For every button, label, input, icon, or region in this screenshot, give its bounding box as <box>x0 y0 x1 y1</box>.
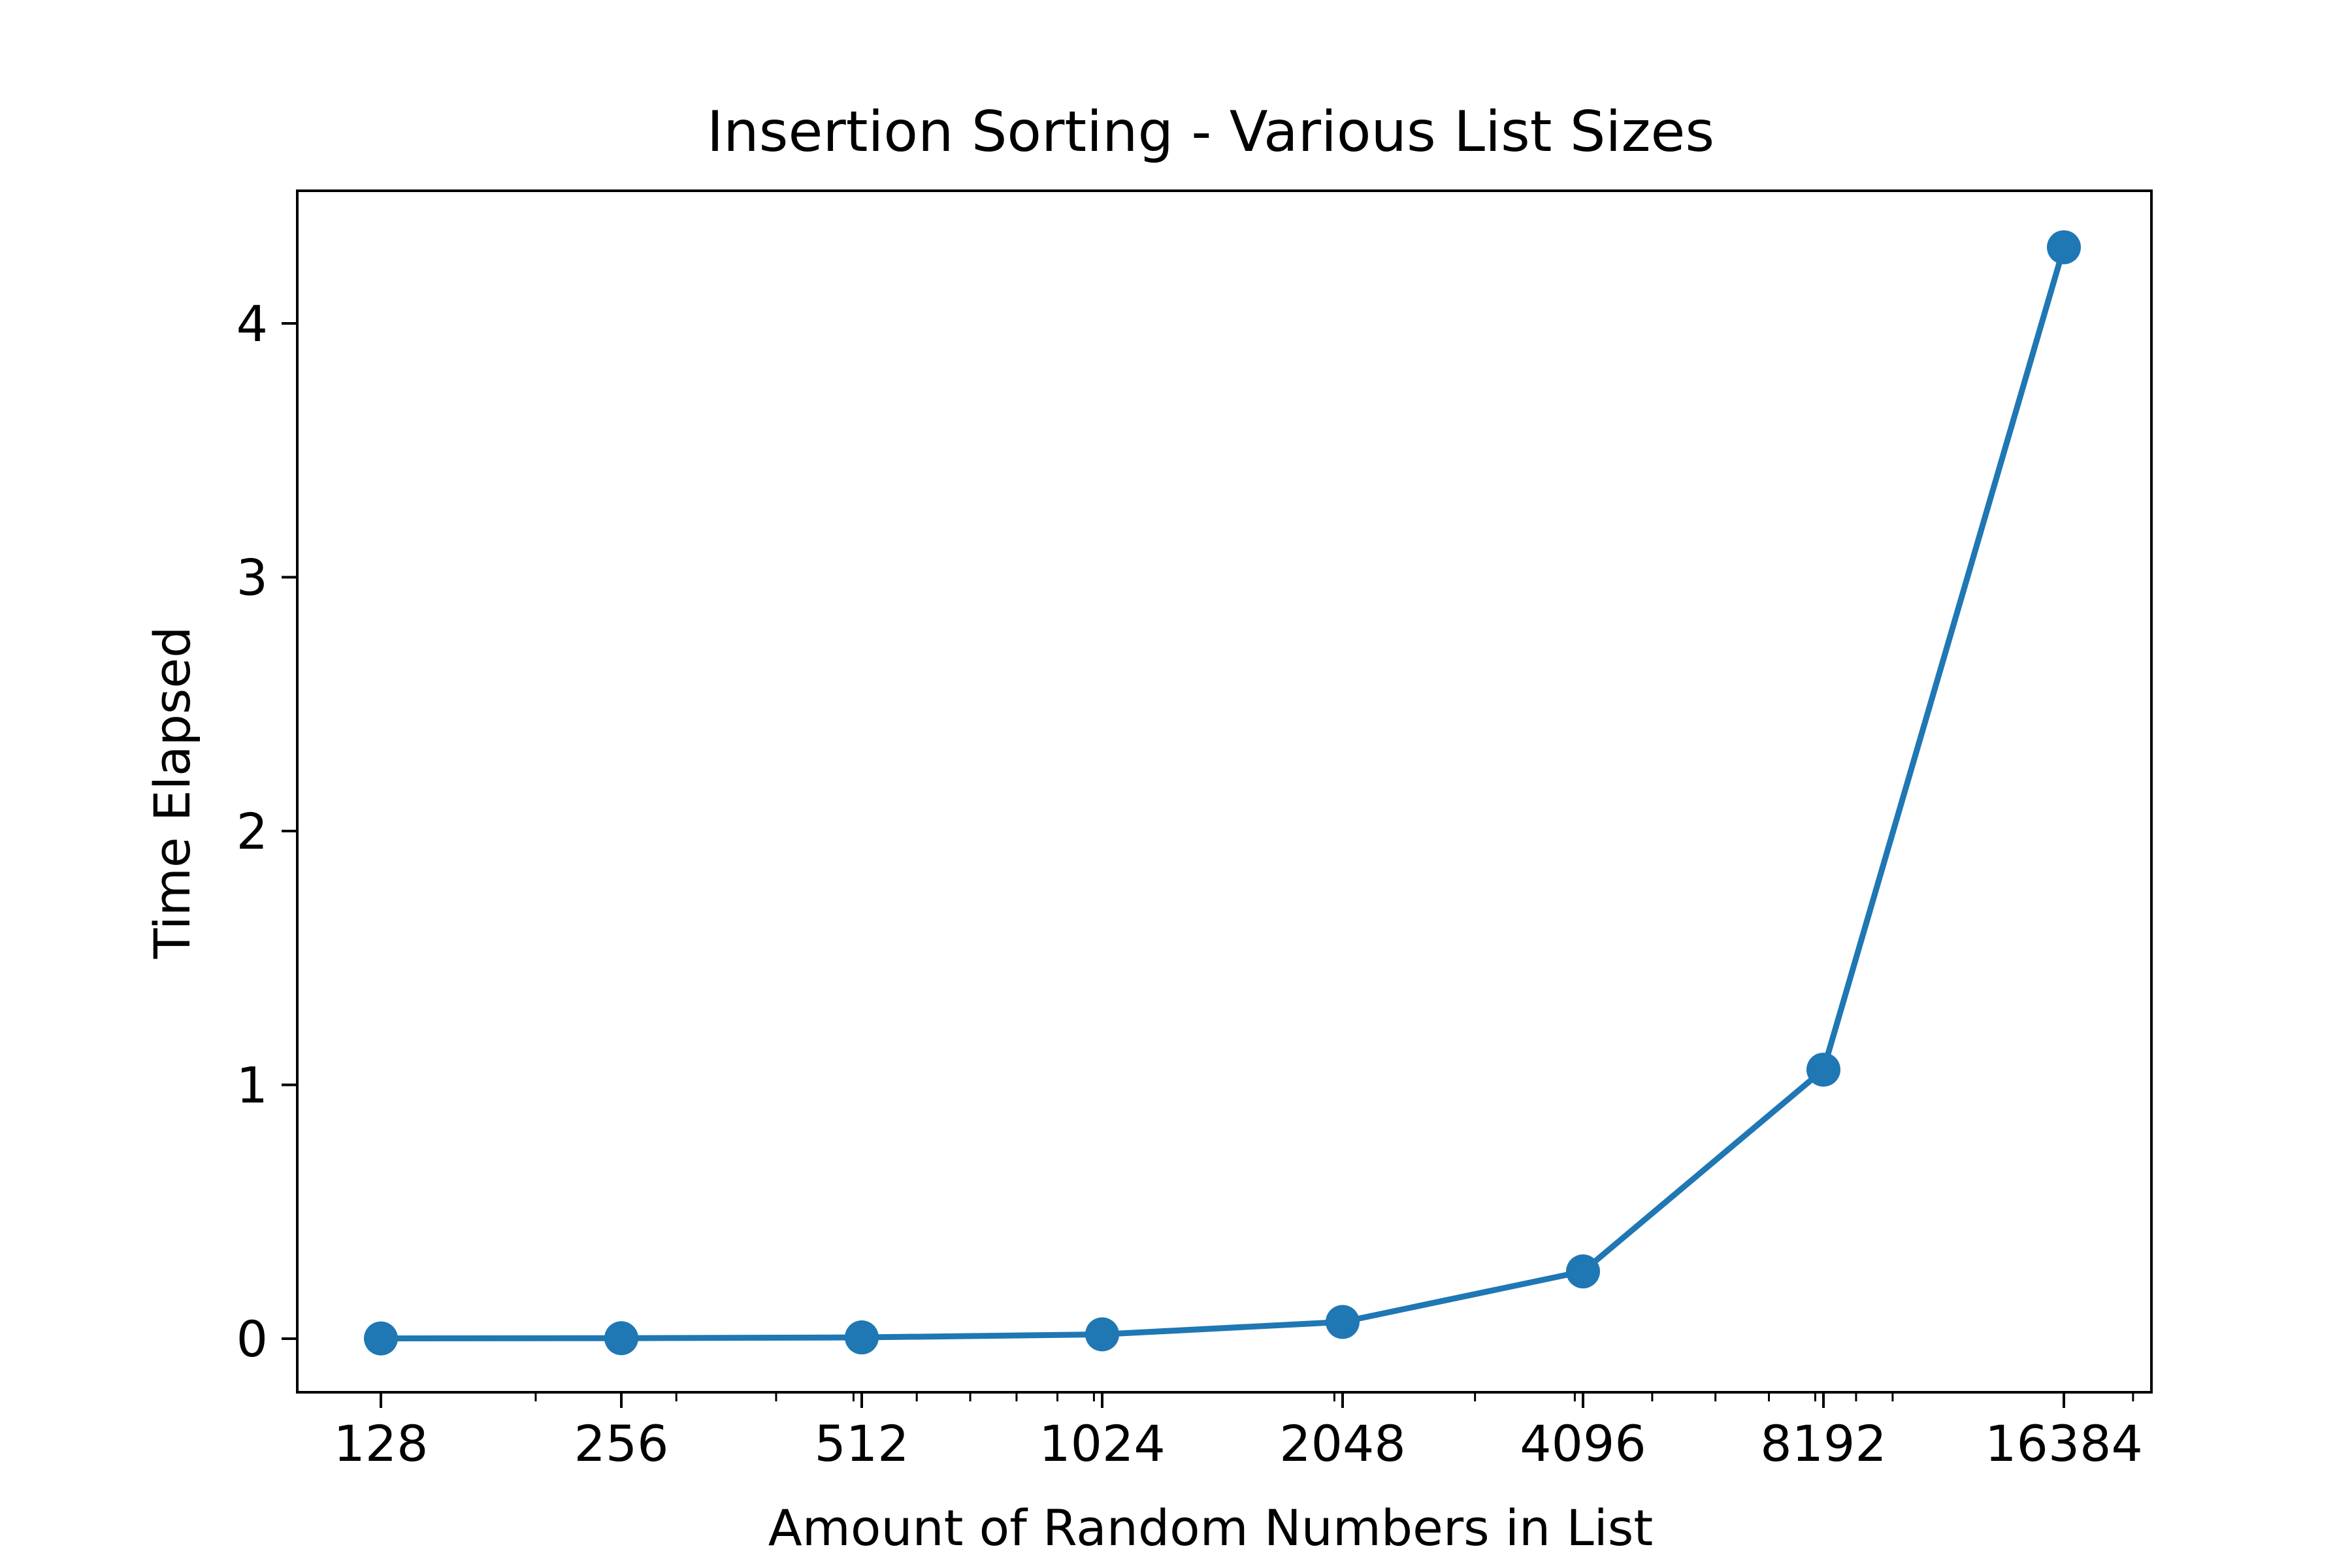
data-point <box>845 1320 879 1355</box>
plot-area: 128 256 512 1024 2048 4096 8192 16384 0 1 2 3 4 <box>237 189 2153 1473</box>
x-axis-label: Amount of Random Numbers in List <box>768 1499 1653 1557</box>
data-point <box>1326 1305 1360 1339</box>
series-line <box>380 246 2067 1342</box>
x-tick-label: 128 <box>333 1414 428 1473</box>
data-point <box>1085 1317 1119 1352</box>
x-tick-label: 2048 <box>1279 1414 1405 1473</box>
x-tick-label: 16384 <box>1985 1414 2143 1473</box>
data-point <box>364 1321 398 1356</box>
data-point <box>1806 1053 1840 1087</box>
data-point <box>604 1321 638 1356</box>
y-tick-label: 0 <box>237 1310 268 1368</box>
y-tick-label: 1 <box>237 1056 268 1115</box>
y-axis-label: Time Elapsed <box>143 627 201 960</box>
y-tick-label: 3 <box>237 549 268 607</box>
x-tick-label: 512 <box>814 1414 909 1473</box>
x-tick-label: 1024 <box>1039 1414 1165 1473</box>
y-tick-label: 2 <box>237 802 268 860</box>
x-tick-label: 4096 <box>1520 1414 1646 1473</box>
data-point <box>2047 230 2081 265</box>
x-tick-label: 8192 <box>1760 1414 1886 1473</box>
chart-title: Insertion Sorting - Various List Sizes <box>707 99 1714 165</box>
data-point <box>1566 1254 1600 1289</box>
y-tick-label: 4 <box>237 295 268 353</box>
axes-frame <box>296 189 2153 1394</box>
x-tick-label: 256 <box>574 1414 668 1473</box>
